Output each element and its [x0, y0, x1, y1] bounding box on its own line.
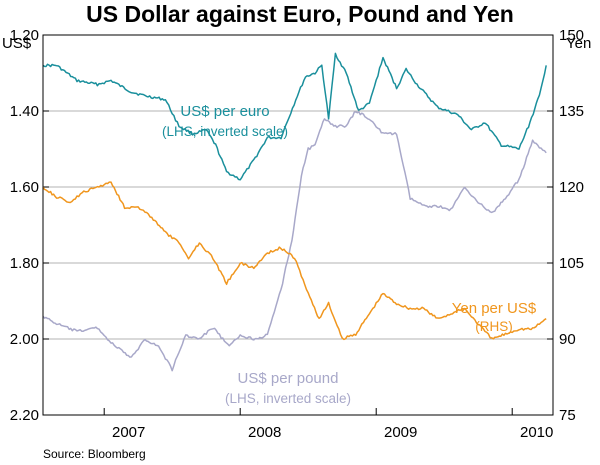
year-dividers: [103, 408, 513, 415]
source-note: Source: Bloomberg: [43, 447, 146, 461]
left-axis-tick-label: 2.00: [10, 331, 39, 348]
yen-annotation-sub: (RHS): [475, 319, 513, 334]
right-axis-ticks: 75 90 105 120 135 150: [547, 27, 584, 424]
left-axis-tick-label: 1.80: [10, 255, 39, 272]
x-axis-label: 2009: [384, 424, 417, 441]
euro-annotation: US$ per euro: [180, 103, 269, 120]
left-axis-tick-label: 1.20: [10, 27, 39, 44]
euro-annotation-sub: (LHS, inverted scale): [162, 124, 288, 139]
series-line-yen-per-us: [42, 181, 547, 341]
right-axis-tick-label: 135: [559, 103, 584, 120]
left-axis-ticks: 1.20 1.40 1.60 1.80 2.00 2.20: [10, 27, 49, 424]
left-axis-tick-label: 2.20: [10, 407, 39, 424]
chart-title: US Dollar against Euro, Pound and Yen: [86, 1, 514, 27]
right-axis-tick-label: 75: [559, 407, 576, 424]
right-axis-unit: Yen: [566, 35, 591, 52]
left-axis-unit: US$: [2, 35, 32, 52]
x-axis-label: 2008: [248, 424, 281, 441]
pound-annotation: US$ per pound: [238, 370, 339, 387]
series-lines: [42, 52, 547, 372]
x-axis-labels: 2007 2008 2009 2010: [112, 424, 553, 441]
series-line-us-per-euro: [42, 52, 547, 181]
right-axis-tick-label: 105: [559, 255, 584, 272]
yen-annotation: Yen per US$: [452, 300, 537, 317]
right-axis-tick-label: 90: [559, 331, 576, 348]
pound-annotation-sub: (LHS, inverted scale): [225, 391, 351, 406]
left-axis-tick-label: 1.60: [10, 179, 39, 196]
plot-frame: [42, 34, 554, 416]
x-axis-label: 2010: [520, 424, 553, 441]
left-axis-tick-label: 1.40: [10, 103, 39, 120]
right-axis-tick-label: 150: [559, 27, 584, 44]
gridlines: [43, 110, 553, 340]
x-axis-label: 2007: [112, 424, 145, 441]
series-line-us-per-pound: [42, 111, 547, 372]
right-axis-tick-label: 120: [559, 179, 584, 196]
